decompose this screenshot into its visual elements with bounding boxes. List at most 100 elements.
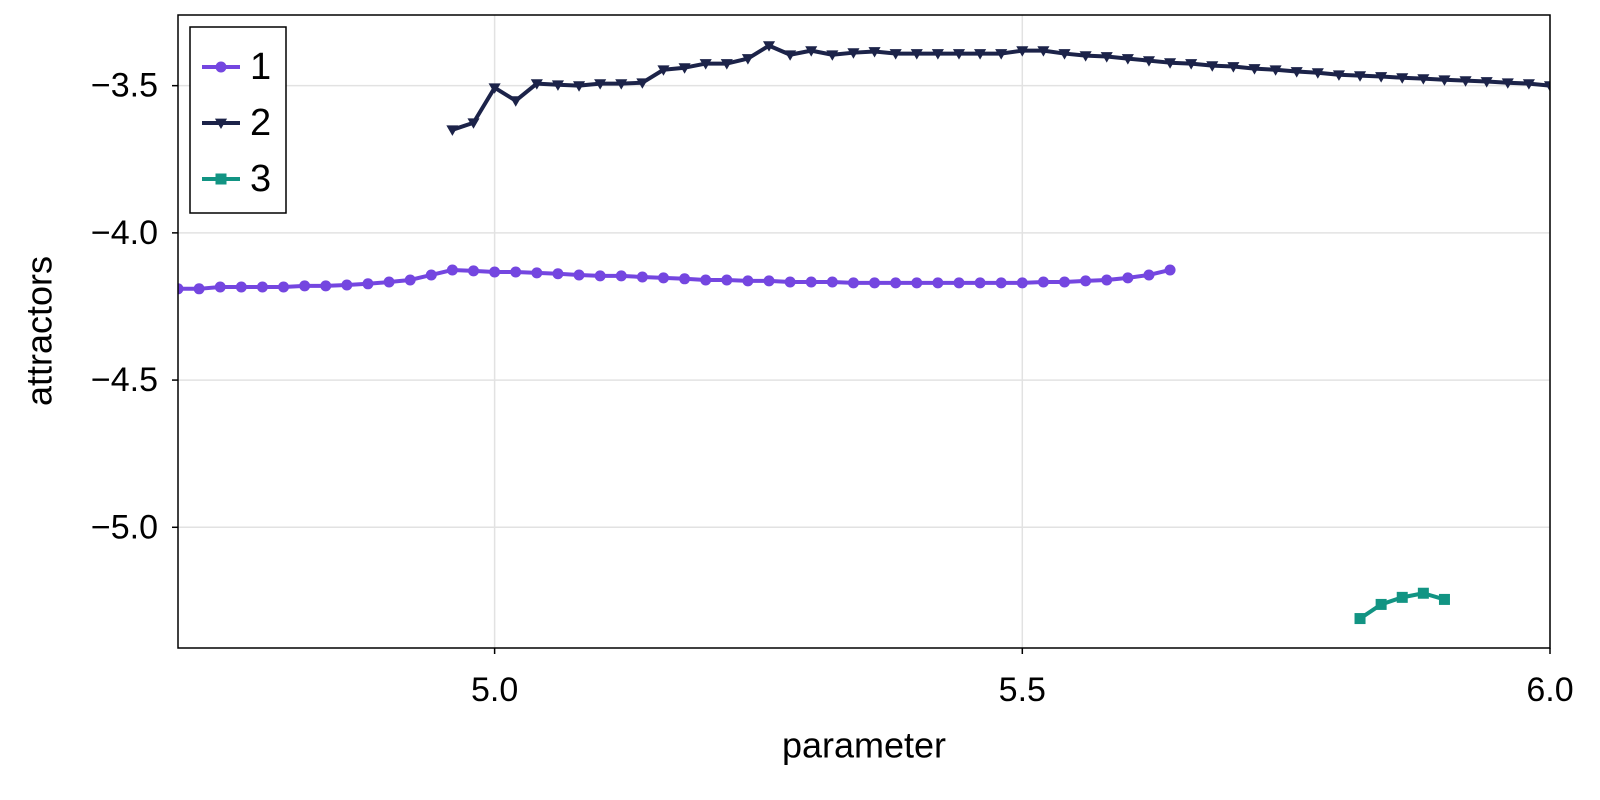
legend-marker: [215, 173, 227, 185]
marker: [531, 267, 543, 279]
axes: 5.0 5.5 6.0 −3.5 −4.0 −4.5 −5.0: [91, 67, 1574, 709]
plot-area: [178, 41, 1550, 625]
marker: [446, 125, 459, 136]
marker: [869, 277, 881, 289]
marker: [805, 276, 817, 288]
marker: [594, 79, 607, 90]
marker: [953, 277, 965, 289]
x-axis-label: parameter: [782, 725, 946, 766]
marker: [552, 268, 564, 280]
y-tick-label: −3.5: [91, 67, 158, 105]
legend-label: 2: [250, 102, 271, 144]
marker: [890, 277, 902, 289]
marker: [784, 276, 796, 288]
marker: [1543, 81, 1550, 92]
marker: [1248, 64, 1261, 75]
marker: [679, 273, 691, 285]
marker: [1375, 72, 1388, 83]
marker: [1522, 79, 1535, 90]
marker: [1164, 58, 1177, 69]
legend-label: 3: [250, 158, 271, 200]
marker: [1459, 76, 1472, 87]
marker: [952, 49, 966, 60]
marker: [1417, 74, 1430, 85]
y-axis-label: attractors: [19, 256, 60, 406]
y-tick-label: −5.0: [91, 508, 158, 546]
marker: [1142, 56, 1156, 67]
marker: [910, 49, 923, 60]
marker: [1311, 68, 1324, 79]
x-tick-label: 5.0: [471, 671, 518, 709]
marker: [573, 269, 585, 281]
marker: [1417, 587, 1429, 599]
plot-frame: [177, 14, 1551, 649]
marker: [510, 266, 522, 278]
marker: [636, 271, 648, 283]
marker: [1121, 54, 1134, 65]
marker: [1353, 71, 1367, 82]
marker: [741, 54, 754, 65]
marker: [784, 50, 797, 61]
legend-label: 1: [250, 46, 271, 88]
marker: [320, 280, 332, 292]
marker: [995, 49, 1008, 60]
marker: [214, 281, 226, 293]
marker: [932, 277, 944, 289]
legend-marker: [215, 61, 227, 73]
marker: [1122, 272, 1134, 284]
marker: [193, 283, 205, 295]
marker: [1016, 46, 1029, 57]
marker: [931, 49, 944, 60]
marker: [678, 63, 691, 74]
marker: [1037, 276, 1049, 288]
marker: [1227, 62, 1240, 73]
marker: [826, 276, 838, 288]
legend-box: [189, 26, 287, 214]
marker: [700, 274, 712, 286]
marker: [1080, 275, 1092, 287]
marker: [467, 118, 480, 129]
marker: [1037, 46, 1050, 57]
legend-marker: [214, 118, 228, 130]
marker: [1206, 61, 1219, 72]
marker: [1396, 591, 1408, 603]
marker: [1501, 78, 1514, 89]
marker: [256, 281, 268, 293]
marker: [299, 280, 311, 292]
marker: [636, 78, 649, 89]
marker: [1059, 276, 1071, 288]
marker: [1354, 613, 1366, 625]
marker: [341, 279, 353, 291]
marker: [1396, 73, 1409, 84]
marker: [235, 281, 247, 293]
marker: [383, 276, 395, 288]
marker: [657, 65, 670, 76]
marker: [995, 277, 1007, 289]
marker: [1332, 70, 1345, 81]
marker: [911, 277, 923, 289]
marker: [1438, 593, 1450, 605]
marker: [404, 274, 416, 286]
marker: [762, 41, 776, 52]
marker: [847, 277, 859, 289]
marker: [721, 274, 733, 286]
marker: [572, 81, 586, 92]
marker: [1290, 67, 1303, 78]
y-tick-label: −4.0: [91, 214, 158, 252]
marker: [847, 48, 860, 59]
marker: [657, 272, 669, 284]
marker: [974, 277, 986, 289]
marker: [1164, 264, 1176, 276]
marker: [763, 275, 775, 287]
marker: [1185, 59, 1198, 70]
marker: [530, 79, 543, 90]
marker: [594, 270, 606, 282]
marker: [699, 59, 712, 70]
marker: [720, 59, 733, 70]
marker: [551, 80, 564, 91]
marker: [362, 278, 374, 290]
marker: [805, 46, 818, 57]
marker: [615, 79, 628, 90]
marker: [1101, 274, 1113, 286]
